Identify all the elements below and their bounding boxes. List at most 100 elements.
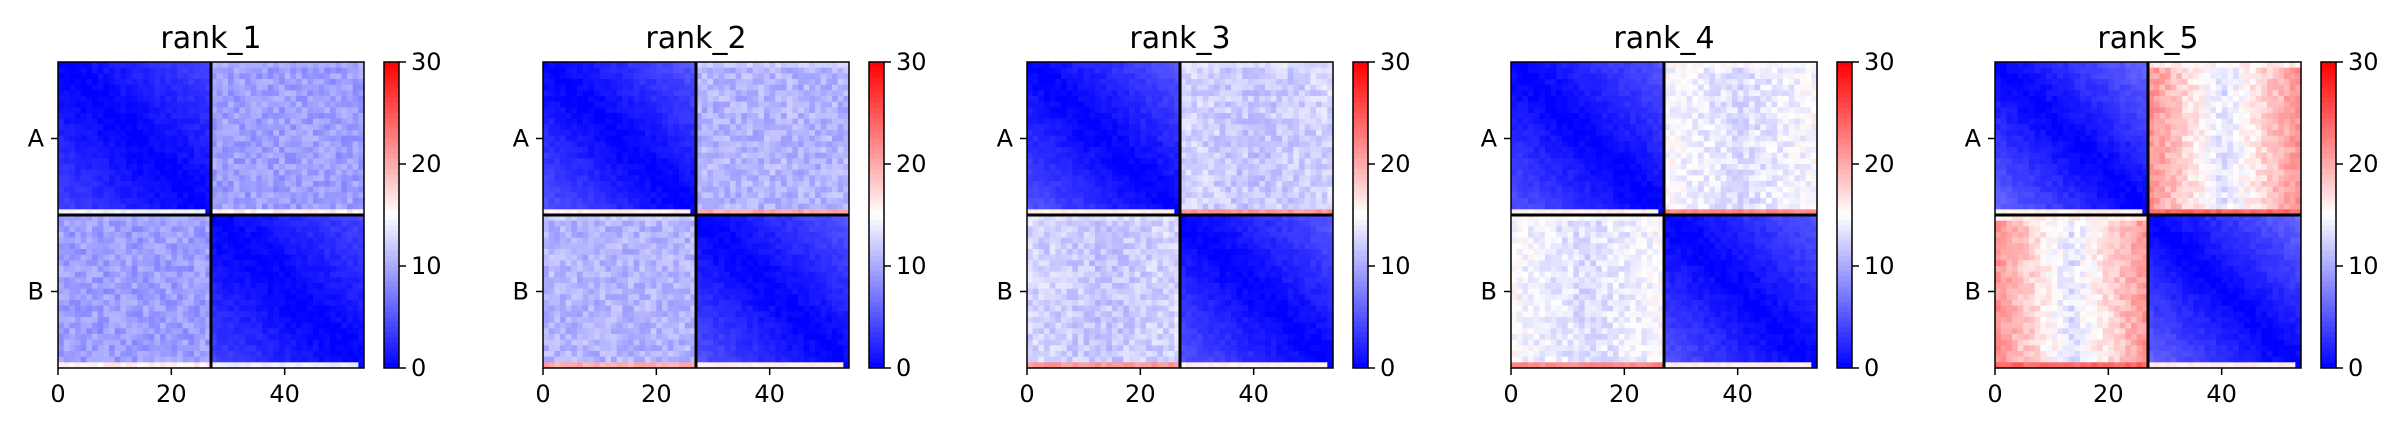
heatmap-cell: [148, 311, 155, 318]
heatmap-cell: [599, 124, 606, 131]
heatmap-cell: [103, 356, 110, 363]
heatmap-cell: [622, 243, 629, 250]
heatmap-cell: [554, 73, 561, 80]
heatmap-cell: [735, 232, 742, 239]
heatmap-cell: [843, 113, 850, 120]
heatmap-cell: [205, 328, 212, 335]
heatmap-cell: [639, 175, 646, 182]
heatmap-cell: [228, 243, 235, 250]
heatmap-cell: [843, 90, 850, 97]
heatmap-cell: [752, 124, 759, 131]
heatmap-cell: [741, 79, 748, 86]
heatmap-cell: [826, 124, 833, 131]
heatmap-cell: [352, 147, 359, 154]
heatmap-cell: [565, 113, 572, 120]
heatmap-cell: [301, 96, 308, 103]
heatmap-cell: [803, 209, 810, 216]
heatmap-cell: [599, 141, 606, 148]
heatmap-cell: [565, 107, 572, 114]
heatmap-cell: [279, 328, 286, 335]
heatmap-cell: [543, 152, 550, 159]
heatmap-cell: [92, 192, 99, 199]
heatmap-cell: [63, 232, 70, 239]
heatmap-cell: [662, 198, 669, 205]
heatmap-cell: [656, 169, 663, 176]
heatmap-cell: [832, 79, 839, 86]
heatmap-cell: [769, 62, 776, 69]
heatmap-cell: [341, 198, 348, 205]
heatmap-cell: [781, 84, 788, 91]
heatmap-cell: [262, 226, 269, 233]
heatmap-cell: [764, 152, 771, 159]
heatmap-cell: [588, 73, 595, 80]
heatmap-cell: [290, 271, 297, 278]
heatmap-cell: [120, 135, 127, 142]
heatmap-cell: [284, 164, 291, 171]
heatmap-cell: [577, 209, 584, 216]
heatmap-cell: [679, 209, 686, 216]
heatmap-cell: [296, 254, 303, 261]
heatmap-cell: [560, 175, 567, 182]
heatmap-cell: [103, 266, 110, 273]
heatmap-cell: [633, 198, 640, 205]
heatmap-cell: [809, 192, 816, 199]
heatmap-cell: [109, 135, 116, 142]
heatmap-cell: [216, 339, 223, 346]
heatmap-cell: [352, 322, 359, 329]
heatmap-cell: [75, 203, 82, 210]
heatmap-cell: [690, 96, 697, 103]
heatmap-cell: [80, 362, 87, 369]
heatmap-cell: [335, 243, 342, 250]
heatmap-cell: [313, 266, 320, 273]
heatmap-cell: [131, 169, 138, 176]
heatmap-cell: [120, 90, 127, 97]
heatmap-cell: [690, 158, 697, 165]
heatmap-cell: [211, 175, 218, 182]
heatmap-cell: [165, 305, 172, 312]
heatmap-cell: [154, 169, 161, 176]
heatmap-cell: [684, 118, 691, 125]
heatmap-cell: [245, 226, 252, 233]
heatmap-cell: [718, 135, 725, 142]
heatmap-cell: [199, 135, 206, 142]
heatmap-cell: [741, 158, 748, 165]
heatmap-cell: [80, 62, 87, 69]
heatmap-cell: [267, 101, 274, 108]
heatmap-cell: [582, 135, 589, 142]
heatmap-cell: [543, 169, 550, 176]
heatmap-cell: [97, 283, 104, 290]
heatmap-cell: [307, 101, 314, 108]
heatmap-cell: [154, 317, 161, 324]
heatmap-cell: [233, 101, 240, 108]
heatmap-cell: [211, 322, 218, 329]
heatmap-cell: [696, 147, 703, 154]
heatmap-cell: [639, 62, 646, 69]
heatmap-cell: [752, 158, 759, 165]
heatmap-cell: [318, 169, 325, 176]
heatmap-cell: [114, 84, 121, 91]
heatmap-cell: [80, 283, 87, 290]
heatmap-cell: [256, 283, 263, 290]
heatmap-cell: [273, 62, 280, 69]
heatmap-cell: [75, 181, 82, 188]
heatmap-cell: [137, 141, 144, 148]
heatmap-cell: [194, 271, 201, 278]
heatmap-cell: [758, 198, 765, 205]
heatmap-cell: [803, 175, 810, 182]
heatmap-cell: [250, 158, 257, 165]
heatmap-cell: [148, 90, 155, 97]
heatmap-cell: [284, 232, 291, 239]
heatmap-cell: [262, 107, 269, 114]
heatmap-cell: [594, 249, 601, 256]
heatmap-cell: [188, 79, 195, 86]
heatmap-cell: [832, 124, 839, 131]
heatmap-cell: [588, 192, 595, 199]
heatmap-cell: [211, 67, 218, 74]
heatmap-cell: [582, 164, 589, 171]
heatmap-cell: [758, 62, 765, 69]
heatmap-cell: [290, 317, 297, 324]
heatmap-cell: [284, 356, 291, 363]
heatmap-cell: [696, 90, 703, 97]
heatmap-cell: [250, 152, 257, 159]
heatmap-cell: [109, 141, 116, 148]
